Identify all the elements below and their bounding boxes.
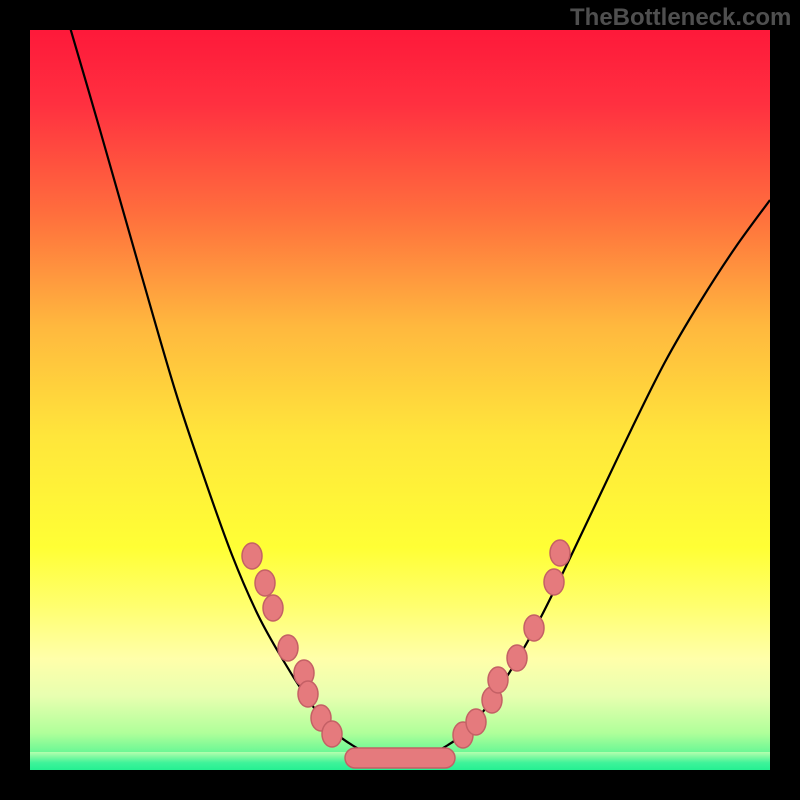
bottleneck-chart: TheBottleneck.com <box>0 0 800 800</box>
marker-left-5 <box>298 681 318 707</box>
marker-left-2 <box>263 595 283 621</box>
curve-layer <box>0 0 800 800</box>
marker-left-7 <box>322 721 342 747</box>
marker-right-5 <box>524 615 544 641</box>
marker-right-4 <box>507 645 527 671</box>
marker-right-6 <box>544 569 564 595</box>
marker-right-7 <box>550 540 570 566</box>
marker-right-1 <box>466 709 486 735</box>
marker-bottom-blob <box>345 748 455 768</box>
marker-left-1 <box>255 570 275 596</box>
marker-left-0 <box>242 543 262 569</box>
v-curve <box>62 0 770 758</box>
watermark-text: TheBottleneck.com <box>570 4 791 32</box>
marker-right-3 <box>488 667 508 693</box>
marker-left-3 <box>278 635 298 661</box>
